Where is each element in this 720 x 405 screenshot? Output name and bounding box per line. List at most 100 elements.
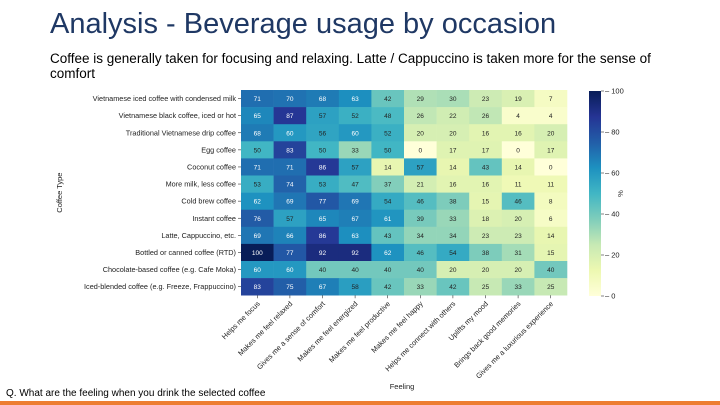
cell-value-label: 39 <box>417 216 425 223</box>
cell-value-label: 68 <box>254 130 262 137</box>
cell-value-label: 37 <box>384 182 392 189</box>
heatmap-cell <box>241 192 274 210</box>
cell-value-label: 57 <box>351 164 359 171</box>
cell-value-label: 71 <box>254 164 262 171</box>
cell-value-label: 0 <box>418 147 422 154</box>
cell-value-label: 11 <box>547 182 554 189</box>
heatmap-cell <box>404 175 437 193</box>
cell-value-label: 20 <box>449 267 457 274</box>
cell-value-label: 60 <box>351 130 359 137</box>
heatmap-cell <box>338 124 372 142</box>
heatmap-cell <box>338 158 372 176</box>
heatmap-cell <box>501 124 535 142</box>
cell-value-label: 20 <box>449 130 457 137</box>
heatmap-cell <box>436 175 470 193</box>
cell-value-label: 60 <box>286 130 294 137</box>
cell-value-label: 57 <box>286 216 294 223</box>
cell-value-label: 61 <box>384 216 392 223</box>
heatmap-cell <box>338 278 372 296</box>
cell-value-label: 6 <box>549 216 553 223</box>
heatmap-cell <box>371 175 405 193</box>
heatmap-cell <box>469 158 503 176</box>
cell-value-label: 40 <box>319 267 327 274</box>
heatmap-cell <box>469 278 503 296</box>
heatmap-cell <box>241 175 274 193</box>
heatmap-cell <box>338 209 372 228</box>
heatmap-cell <box>534 209 568 228</box>
heatmap-cell <box>436 243 470 262</box>
cell-value-label: 48 <box>384 113 392 120</box>
heatmap-cell <box>436 107 470 125</box>
cell-value-label: 20 <box>514 267 522 274</box>
heatmap-cell <box>404 124 437 142</box>
cell-value-label: 67 <box>319 284 327 291</box>
cell-value-label: 14 <box>384 164 392 171</box>
heatmap-cell <box>371 192 405 210</box>
heatmap-cell <box>534 107 568 125</box>
x-tick-label: Makes me feel productive <box>327 299 392 364</box>
y-tick-label: More milk, less coffee <box>166 180 236 189</box>
heatmap-cell <box>306 175 340 193</box>
heatmap-cell <box>501 243 535 262</box>
heatmap-cell <box>273 124 307 142</box>
heatmap-cell <box>338 175 372 193</box>
heatmap-cell <box>371 124 405 142</box>
colorbar-label: % <box>616 190 625 197</box>
cell-value-label: 14 <box>514 164 522 171</box>
heatmap-cell <box>338 261 372 279</box>
cell-value-label: 57 <box>319 113 327 120</box>
cell-value-label: 20 <box>514 216 522 223</box>
cell-value-label: 87 <box>286 113 294 120</box>
cell-value-label: 57 <box>417 164 425 171</box>
heatmap-cell <box>501 278 535 296</box>
cell-value-label: 63 <box>351 96 359 103</box>
heatmap-cell <box>241 158 274 176</box>
heatmap-cell <box>436 141 470 159</box>
cell-value-label: 69 <box>351 199 359 206</box>
heatmap-cell <box>371 90 405 108</box>
cell-value-label: 38 <box>482 250 490 257</box>
cell-value-label: 20 <box>547 130 555 137</box>
cell-value-label: 23 <box>514 233 522 240</box>
y-tick-label: Coconut coffee <box>187 162 236 171</box>
cell-value-label: 86 <box>319 233 327 240</box>
heatmap-cell <box>273 278 307 296</box>
cell-value-label: 18 <box>482 216 490 223</box>
y-tick-label: Iced-blended coffee (e.g. Freeze, Frappu… <box>84 282 236 291</box>
heatmap-cell <box>404 278 437 296</box>
heatmap-cell <box>241 278 274 296</box>
cell-value-label: 75 <box>286 284 294 291</box>
cell-value-label: 33 <box>417 284 425 291</box>
cell-value-label: 11 <box>515 182 522 189</box>
cell-value-label: 33 <box>514 284 522 291</box>
cell-value-label: 17 <box>482 147 490 154</box>
cell-value-label: 42 <box>449 284 457 291</box>
cell-value-label: 31 <box>514 250 522 257</box>
heatmap-cell <box>436 261 470 279</box>
heatmap-cell <box>469 209 503 228</box>
heatmap-cell <box>241 209 274 228</box>
cell-value-label: 19 <box>514 96 522 103</box>
heatmap-cell <box>534 90 568 108</box>
cell-value-label: 60 <box>286 267 294 274</box>
cell-value-label: 53 <box>254 182 262 189</box>
cell-value-label: 23 <box>482 96 490 103</box>
accent-bar <box>0 401 720 405</box>
cell-value-label: 58 <box>351 284 359 291</box>
cell-value-label: 21 <box>417 182 425 189</box>
cell-value-label: 65 <box>319 216 327 223</box>
heatmap-cell <box>469 124 503 142</box>
cell-value-label: 40 <box>547 267 555 274</box>
cell-value-label: 69 <box>254 233 262 240</box>
colorbar <box>589 91 601 296</box>
cell-value-label: 22 <box>449 113 457 120</box>
heatmap-cell <box>241 243 274 262</box>
heatmap-cell <box>404 261 437 279</box>
heatmap-cell <box>534 226 568 245</box>
cell-value-label: 92 <box>319 250 327 257</box>
heatmap-cell <box>273 261 307 279</box>
footnote-question: Q. What are the feeling when you drink t… <box>6 388 266 399</box>
cell-value-label: 54 <box>449 250 457 257</box>
heatmap-cell <box>273 141 307 159</box>
cell-value-label: 26 <box>482 113 490 120</box>
